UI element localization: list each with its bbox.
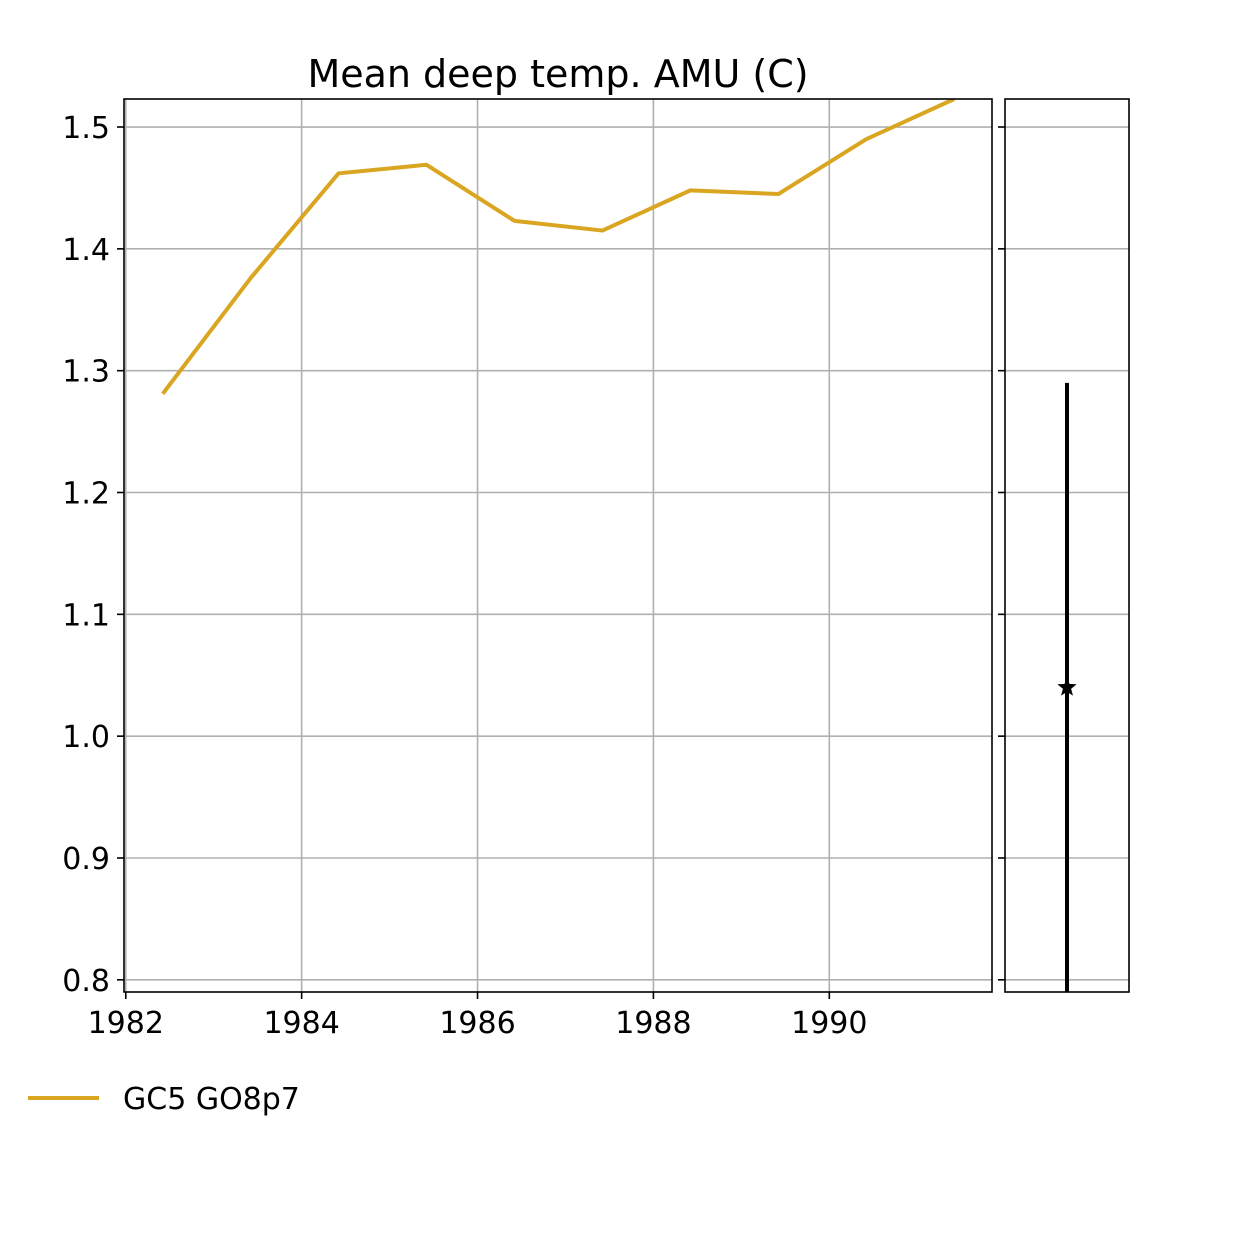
x-tick-label: 1990 <box>791 1006 867 1041</box>
side-errorbar <box>1057 382 1077 992</box>
y-tick-label: 0.8 <box>62 964 110 999</box>
y-tick-label: 1.3 <box>62 355 110 390</box>
main-series <box>161 99 956 396</box>
x-tick-label: 1988 <box>615 1006 691 1041</box>
side-axis-ticks <box>998 126 1005 981</box>
star-icon <box>1057 677 1077 696</box>
x-tick-label: 1986 <box>439 1006 515 1041</box>
main-axis-ticks: 0.8 0.9 1.0 1.1 1.2 1.3 1.4 1.5 1982 1984 1986 1988… <box>62 111 867 1041</box>
y-tick-label: 1.2 <box>62 477 110 512</box>
x-tick-label: 1984 <box>263 1006 339 1041</box>
legend-label: GC5 GO8p7 <box>123 1082 300 1117</box>
main-grid <box>124 99 992 992</box>
series-line <box>161 99 956 396</box>
y-tick-label: 1.5 <box>62 111 110 146</box>
y-tick-label: 1.4 <box>62 233 110 268</box>
x-tick-label: 1982 <box>88 1006 164 1041</box>
main-plot-frame <box>123 98 993 993</box>
y-tick-label: 0.9 <box>62 842 110 877</box>
legend: GC5 GO8p7 <box>28 1082 300 1117</box>
y-tick-label: 1.0 <box>62 720 110 755</box>
side-plot-frame <box>1004 98 1130 993</box>
y-tick-label: 1.1 <box>62 598 110 633</box>
chart-title: Mean deep temp. AMU (C) <box>307 52 808 96</box>
